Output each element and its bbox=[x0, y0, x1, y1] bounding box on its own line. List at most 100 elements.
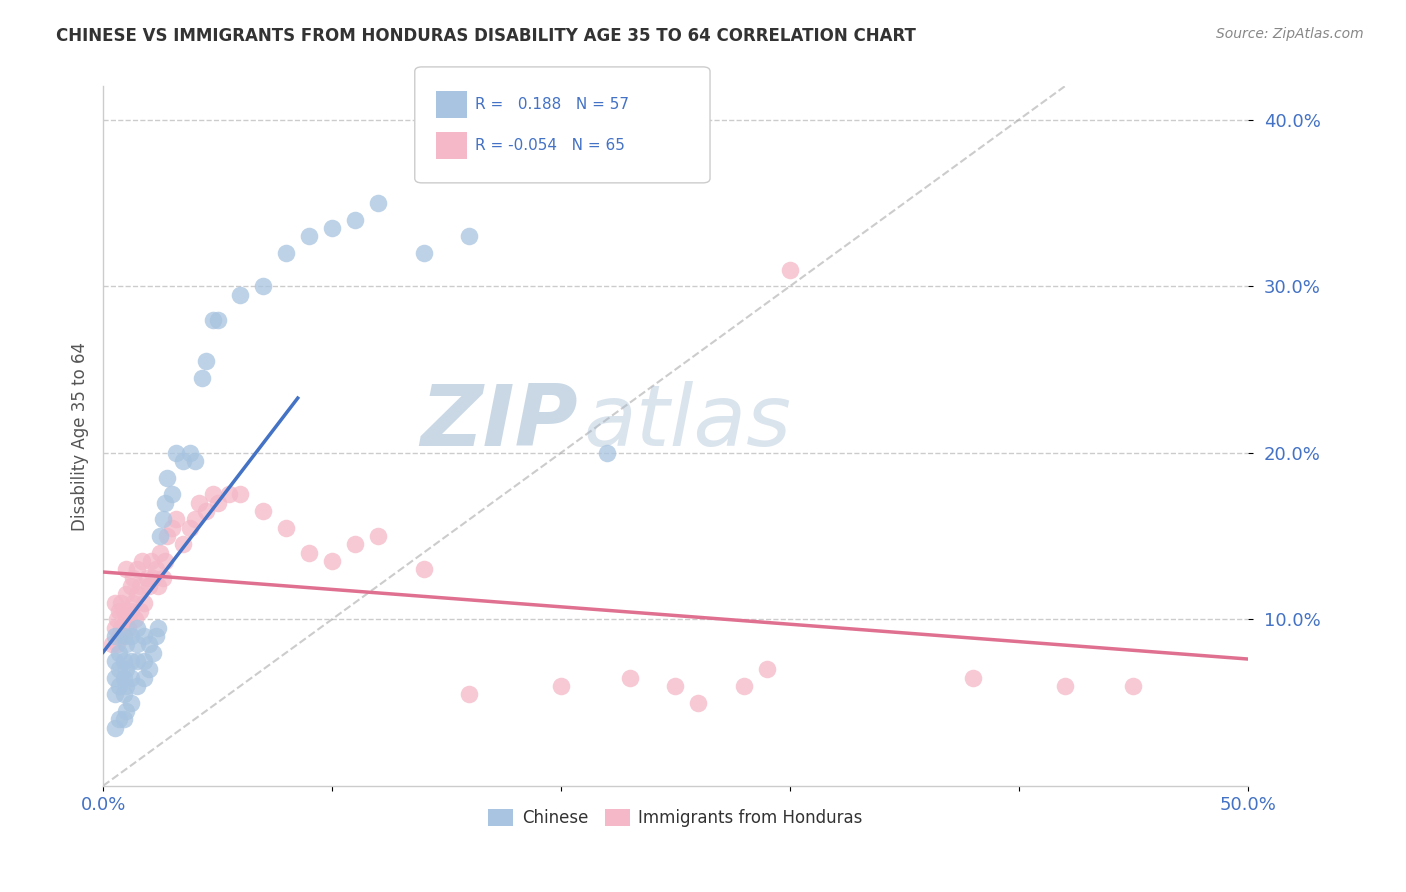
Text: Source: ZipAtlas.com: Source: ZipAtlas.com bbox=[1216, 27, 1364, 41]
Point bbox=[138, 637, 160, 651]
Text: R =   0.188   N = 57: R = 0.188 N = 57 bbox=[475, 97, 630, 112]
Point bbox=[195, 504, 218, 518]
Point bbox=[619, 671, 641, 685]
Point bbox=[596, 446, 619, 460]
Point bbox=[145, 629, 167, 643]
Point bbox=[134, 654, 156, 668]
Point bbox=[156, 471, 179, 485]
Point bbox=[172, 454, 194, 468]
Point bbox=[117, 621, 139, 635]
Text: atlas: atlas bbox=[583, 381, 792, 464]
Point bbox=[108, 679, 131, 693]
Point bbox=[207, 312, 229, 326]
Point bbox=[108, 712, 131, 726]
Point bbox=[115, 612, 138, 626]
Point bbox=[321, 221, 343, 235]
Point bbox=[146, 579, 169, 593]
Point bbox=[412, 562, 434, 576]
Point bbox=[134, 596, 156, 610]
Text: ZIP: ZIP bbox=[420, 381, 578, 464]
Point bbox=[160, 521, 183, 535]
Point bbox=[127, 621, 149, 635]
Point bbox=[115, 679, 138, 693]
Point bbox=[229, 287, 252, 301]
Point bbox=[733, 679, 755, 693]
Point bbox=[160, 487, 183, 501]
Point bbox=[138, 579, 160, 593]
Legend: Chinese, Immigrants from Honduras: Chinese, Immigrants from Honduras bbox=[482, 802, 869, 833]
Point bbox=[120, 629, 142, 643]
Point bbox=[152, 512, 174, 526]
Point bbox=[115, 662, 138, 676]
Text: R = -0.054   N = 65: R = -0.054 N = 65 bbox=[475, 138, 626, 153]
Point bbox=[115, 637, 138, 651]
Point bbox=[120, 654, 142, 668]
Point bbox=[108, 604, 131, 618]
Point bbox=[108, 662, 131, 676]
Point bbox=[131, 554, 153, 568]
Point bbox=[145, 562, 167, 576]
Point bbox=[343, 212, 366, 227]
Point bbox=[298, 546, 321, 560]
Point bbox=[127, 654, 149, 668]
Point bbox=[367, 196, 389, 211]
Y-axis label: Disability Age 35 to 64: Disability Age 35 to 64 bbox=[72, 342, 89, 531]
Point bbox=[103, 629, 125, 643]
Point bbox=[276, 521, 298, 535]
Point bbox=[149, 546, 172, 560]
Point bbox=[276, 246, 298, 260]
Point bbox=[207, 496, 229, 510]
Point bbox=[664, 679, 686, 693]
Point bbox=[108, 646, 131, 660]
Point bbox=[142, 646, 165, 660]
Point bbox=[112, 654, 135, 668]
Point bbox=[458, 687, 481, 701]
Point bbox=[550, 679, 572, 693]
Point bbox=[112, 712, 135, 726]
Point bbox=[252, 504, 274, 518]
Point bbox=[128, 604, 150, 618]
Point bbox=[138, 662, 160, 676]
Point bbox=[120, 604, 142, 618]
Point bbox=[179, 521, 201, 535]
Point bbox=[135, 571, 157, 585]
Point bbox=[172, 537, 194, 551]
Point bbox=[298, 229, 321, 244]
Point bbox=[134, 629, 156, 643]
Point bbox=[103, 621, 125, 635]
Point bbox=[112, 629, 135, 643]
Point bbox=[779, 262, 801, 277]
Point bbox=[458, 229, 481, 244]
Point bbox=[112, 629, 135, 643]
Point bbox=[688, 696, 710, 710]
Point bbox=[120, 696, 142, 710]
Point bbox=[128, 579, 150, 593]
Point bbox=[127, 562, 149, 576]
Point bbox=[142, 571, 165, 585]
Point bbox=[190, 371, 212, 385]
Point bbox=[115, 562, 138, 576]
Point bbox=[108, 629, 131, 643]
Point bbox=[127, 587, 149, 601]
Point bbox=[122, 596, 145, 610]
Point bbox=[103, 671, 125, 685]
Point bbox=[120, 671, 142, 685]
Point bbox=[165, 446, 187, 460]
Point bbox=[1053, 679, 1076, 693]
Point bbox=[195, 354, 218, 368]
Point bbox=[110, 621, 132, 635]
Point bbox=[110, 596, 132, 610]
Point bbox=[183, 454, 205, 468]
Point bbox=[202, 487, 225, 501]
Point bbox=[153, 496, 176, 510]
Point bbox=[105, 612, 128, 626]
Point bbox=[122, 571, 145, 585]
Point bbox=[124, 612, 146, 626]
Point bbox=[134, 671, 156, 685]
Point bbox=[112, 671, 135, 685]
Point bbox=[412, 246, 434, 260]
Point bbox=[120, 579, 142, 593]
Point bbox=[101, 637, 124, 651]
Point bbox=[141, 554, 163, 568]
Point bbox=[115, 704, 138, 718]
